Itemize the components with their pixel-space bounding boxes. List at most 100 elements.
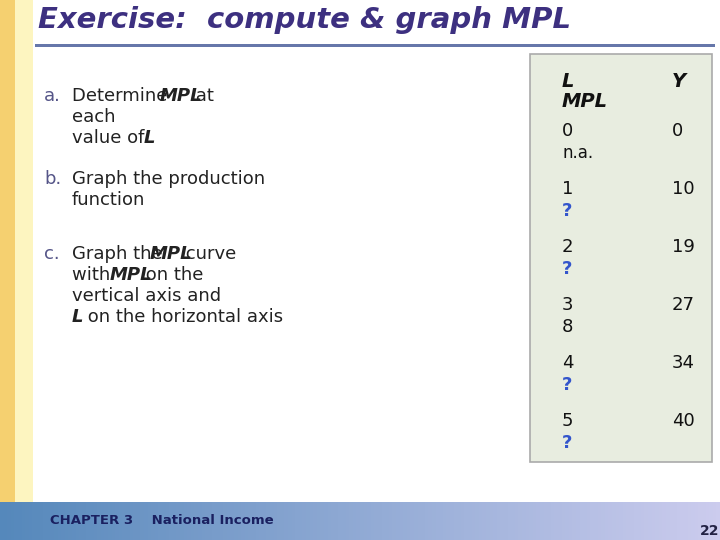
Bar xyxy=(11,502,15,540)
Bar xyxy=(61,502,66,540)
Bar xyxy=(612,502,616,540)
Text: ?: ? xyxy=(562,202,572,220)
Text: MPL: MPL xyxy=(562,92,608,111)
Text: at: at xyxy=(190,87,214,105)
Bar xyxy=(464,502,469,540)
Bar xyxy=(58,502,62,540)
Bar xyxy=(299,502,303,540)
Bar xyxy=(0,502,4,540)
Bar xyxy=(212,502,217,540)
Bar xyxy=(648,502,652,540)
Text: 19: 19 xyxy=(672,238,695,256)
Bar xyxy=(713,502,717,540)
Bar xyxy=(511,502,516,540)
Text: 1: 1 xyxy=(562,180,573,198)
Bar xyxy=(158,502,163,540)
Bar xyxy=(220,502,224,540)
Bar xyxy=(551,502,555,540)
Bar xyxy=(655,502,660,540)
Text: 40: 40 xyxy=(672,412,695,430)
Text: with: with xyxy=(72,266,116,284)
Bar xyxy=(583,502,588,540)
Bar xyxy=(392,502,397,540)
Bar xyxy=(35,44,715,47)
Text: Determine: Determine xyxy=(72,87,173,105)
Bar xyxy=(461,502,465,540)
Text: 5: 5 xyxy=(562,412,574,430)
Text: b.: b. xyxy=(44,170,61,188)
Bar xyxy=(302,502,307,540)
Bar xyxy=(292,502,296,540)
Text: 0: 0 xyxy=(562,122,573,140)
Bar xyxy=(126,502,130,540)
Bar xyxy=(14,502,19,540)
Bar xyxy=(119,502,123,540)
Bar xyxy=(137,502,141,540)
Bar xyxy=(374,502,379,540)
Bar xyxy=(450,502,454,540)
Bar xyxy=(443,502,447,540)
Bar xyxy=(256,502,260,540)
Bar xyxy=(706,502,710,540)
Text: n.a.: n.a. xyxy=(562,144,593,162)
Bar xyxy=(630,502,634,540)
Bar xyxy=(436,502,440,540)
Text: value of: value of xyxy=(72,129,150,147)
Bar xyxy=(616,502,620,540)
Bar xyxy=(400,502,404,540)
Bar xyxy=(454,502,458,540)
Text: 10: 10 xyxy=(672,180,695,198)
Bar xyxy=(367,502,372,540)
Bar xyxy=(72,502,76,540)
Bar xyxy=(241,502,246,540)
Bar xyxy=(155,502,159,540)
Bar xyxy=(284,502,289,540)
Bar xyxy=(335,502,339,540)
Bar xyxy=(263,502,267,540)
Bar xyxy=(184,502,188,540)
Bar xyxy=(504,502,508,540)
Bar xyxy=(148,502,152,540)
Bar xyxy=(709,502,714,540)
Bar xyxy=(40,502,44,540)
Bar xyxy=(378,502,382,540)
Text: 0: 0 xyxy=(672,122,683,140)
Bar xyxy=(530,54,712,462)
Bar xyxy=(558,502,562,540)
Bar xyxy=(536,502,541,540)
Bar xyxy=(216,502,220,540)
Bar xyxy=(716,502,720,540)
Bar xyxy=(457,502,462,540)
Bar xyxy=(608,502,613,540)
Bar xyxy=(346,502,350,540)
Bar xyxy=(248,502,253,540)
Bar xyxy=(486,502,490,540)
Bar xyxy=(22,502,26,540)
Text: MPL: MPL xyxy=(150,245,193,263)
Bar xyxy=(554,502,559,540)
Bar xyxy=(25,502,30,540)
Bar xyxy=(468,502,472,540)
Bar xyxy=(342,502,346,540)
Bar xyxy=(65,502,69,540)
Text: L: L xyxy=(144,129,156,147)
Bar xyxy=(277,502,282,540)
Bar xyxy=(97,502,102,540)
Bar xyxy=(349,502,354,540)
Bar xyxy=(83,502,87,540)
Bar xyxy=(76,502,80,540)
Bar xyxy=(587,502,591,540)
Bar xyxy=(356,502,361,540)
Bar xyxy=(526,502,530,540)
Bar xyxy=(230,502,235,540)
Bar xyxy=(590,502,595,540)
Bar xyxy=(130,502,134,540)
Text: a.: a. xyxy=(44,87,61,105)
Bar xyxy=(187,502,192,540)
Bar xyxy=(698,502,703,540)
Text: on the horizontal axis: on the horizontal axis xyxy=(82,308,283,326)
Text: 3: 3 xyxy=(562,296,574,314)
Bar xyxy=(238,502,242,540)
Bar xyxy=(317,502,321,540)
Bar xyxy=(637,502,642,540)
